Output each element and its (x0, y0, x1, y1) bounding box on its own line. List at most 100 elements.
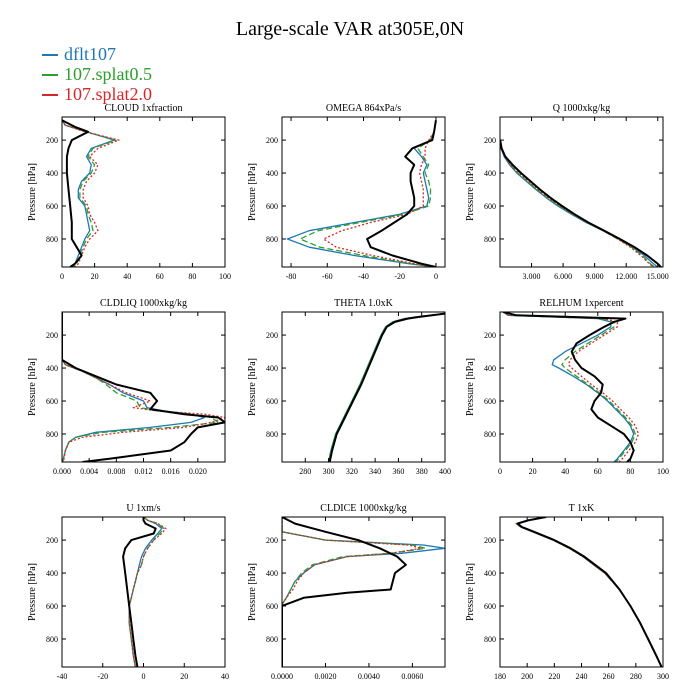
x-tick-label: -20 (394, 272, 405, 281)
y-axis-label: Pressure [hPa] (247, 358, 258, 416)
y-axis-label: Pressure [hPa] (247, 563, 258, 621)
x-tick-label: 15.000 (647, 272, 669, 281)
y-tick-label: 800 (266, 430, 278, 439)
series-line-107-splat0-5 (299, 120, 437, 267)
x-tick-label: 0.020 (189, 467, 207, 476)
y-tick-label: 800 (266, 635, 278, 644)
y-tick-label: 400 (266, 569, 278, 578)
y-tick-label: 800 (46, 430, 58, 439)
x-tick-label: 9.000 (586, 272, 604, 281)
x-tick-label: 280 (299, 467, 311, 476)
x-tick-label: -60 (322, 272, 333, 281)
panel-title: CLDICE 1000xkg/kg (320, 503, 406, 514)
y-tick-label: 400 (46, 169, 58, 178)
series-line-OBS (328, 312, 445, 462)
plot-frame (499, 116, 664, 268)
plot-frame (61, 116, 226, 268)
series-line-107-splat2-0 (62, 312, 225, 462)
panel-title: THETA 1.0xK (334, 298, 393, 309)
series-line-107-splat0-5 (282, 517, 427, 667)
legend: dflt107 107.splat0.5 107.splat2.0 (42, 44, 152, 104)
legend-label-splat05: 107.splat0.5 (64, 64, 152, 84)
x-tick-label: 280 (630, 672, 642, 681)
series-line-dflt107 (502, 312, 635, 462)
series-group (327, 312, 445, 462)
y-tick-label: 200 (46, 536, 58, 545)
x-tick-label: 0.0020 (314, 672, 336, 681)
y-tick-label: 400 (484, 569, 496, 578)
panel-title: U 1xm/s (126, 503, 160, 514)
y-tick-label: 800 (484, 430, 496, 439)
x-tick-label: 0 (434, 272, 438, 281)
y-tick-label: 200 (46, 136, 58, 145)
series-line-107-splat0-5 (502, 312, 636, 462)
series-line-OBS (503, 312, 635, 462)
y-tick-label: 800 (484, 235, 496, 244)
y-axis-label: Pressure [hPa] (27, 163, 38, 221)
legend-swatch-splat05 (42, 74, 58, 76)
series-line-107-splat0-5 (327, 312, 445, 462)
panel-4: CLDLIQ 1000xkg/kg 0.000 0.004 0.008 0.012 0.0… (27, 298, 226, 476)
panel-title: RELHUM 1xpercent (539, 298, 623, 309)
legend-label-dflt107: dflt107 (64, 44, 116, 64)
y-tick-label: 800 (46, 235, 58, 244)
y-axis-label: Pressure [hPa] (465, 163, 476, 221)
series-line-dflt107 (515, 517, 663, 667)
panel-3: Q 1000xkg/kg 3.000 6.000 9.000 12.000 15.000 2… (465, 103, 669, 281)
x-tick-label: 0 (60, 272, 64, 281)
x-tick-label: 220 (548, 672, 560, 681)
y-tick-label: 200 (46, 331, 58, 340)
series-line-107-splat2-0 (323, 120, 437, 267)
series-line-107-splat2-0 (515, 517, 663, 667)
x-tick-label: 100 (219, 272, 231, 281)
series-group (500, 139, 662, 267)
series-line-OBS (122, 517, 157, 667)
panel-title: CLDLIQ 1000xkg/kg (100, 298, 187, 309)
y-tick-label: 600 (484, 602, 496, 611)
y-tick-label: 400 (46, 569, 58, 578)
x-tick-label: 3.000 (523, 272, 541, 281)
x-tick-label: 20 (529, 467, 537, 476)
legend-item-splat20: 107.splat2.0 (42, 84, 152, 104)
series-line-107-splat2-0 (128, 517, 167, 667)
y-tick-label: 400 (266, 364, 278, 373)
legend-item-splat05: 107.splat0.5 (42, 64, 152, 84)
series-group (122, 517, 167, 667)
series-group (502, 312, 640, 462)
y-tick-label: 400 (266, 169, 278, 178)
y-tick-label: 200 (266, 536, 278, 545)
x-tick-label: 340 (369, 467, 381, 476)
y-tick-label: 600 (266, 397, 278, 406)
series-line-dflt107 (327, 312, 445, 462)
plot-frame (281, 516, 446, 668)
legend-swatch-dflt107 (42, 54, 58, 56)
y-tick-label: 800 (484, 635, 496, 644)
series-line-107-splat0-5 (515, 517, 663, 667)
x-tick-label: 40 (221, 672, 229, 681)
y-tick-label: 600 (266, 602, 278, 611)
y-tick-label: 600 (46, 602, 58, 611)
series-group (282, 517, 445, 667)
y-axis-label: Pressure [hPa] (27, 358, 38, 416)
y-tick-label: 600 (46, 397, 58, 406)
series-line-OBS (500, 139, 662, 267)
panel-8: CLDICE 1000xkg/kg 0.0000 0.0020 0.0040 0.006… (247, 503, 446, 681)
y-tick-label: 800 (266, 235, 278, 244)
panel-5: THETA 1.0xK 280 300 320 340 360 380 400 200 400 60… (247, 298, 451, 476)
series-line-OBS (62, 119, 90, 267)
x-tick-label: 12.000 (615, 272, 637, 281)
series-line-107-splat2-0 (329, 312, 445, 462)
x-tick-label: 6.000 (554, 272, 572, 281)
panel-9: T 1xK 180 200 220 240 260 280 300 200 400 600 800 Pr… (465, 503, 669, 681)
x-tick-label: -80 (286, 272, 297, 281)
x-tick-label: 60 (156, 272, 164, 281)
x-tick-label: 40 (123, 272, 131, 281)
series-line-OBS (282, 517, 407, 667)
x-tick-label: 380 (416, 467, 428, 476)
y-tick-label: 600 (484, 202, 496, 211)
panel-title: Q 1000xkg/kg (553, 103, 611, 114)
plot-frame (499, 311, 664, 463)
x-tick-label: 200 (521, 672, 533, 681)
x-tick-label: 260 (603, 672, 615, 681)
legend-swatch-splat20 (42, 94, 58, 96)
